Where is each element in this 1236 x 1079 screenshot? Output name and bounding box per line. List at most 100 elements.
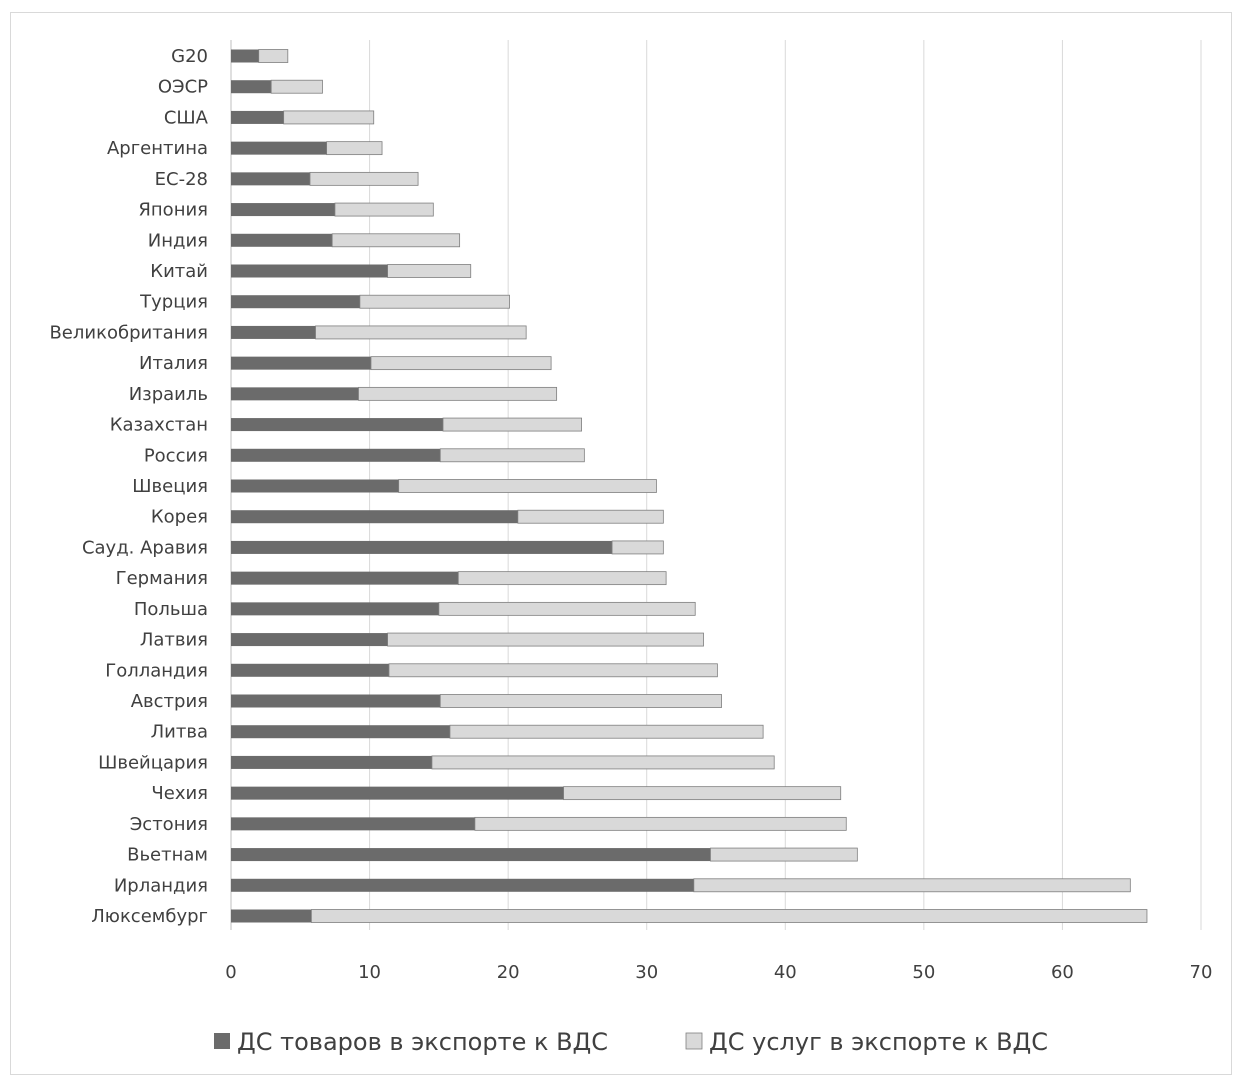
services-bar-10 [370,356,552,371]
x-tick-labels: 0 10 20 30 40 50 60 70 [225,962,1212,983]
goods-bar-8 [231,295,360,309]
category-label: Австрия [131,691,208,712]
x-tick-label: 20 [497,962,520,983]
goods-bar-28 [231,909,312,923]
services-bar-21 [439,694,722,708]
category-label: Великобритания [49,322,208,343]
category-label: Аргентина [107,138,208,159]
services-bar-5 [334,202,434,217]
category-label: ЕС-28 [155,169,208,190]
legend-label-0: ДС товаров в экспорте к ВДС [237,1028,608,1056]
category-label: Индия [148,230,208,251]
legend-swatch-1 [685,1032,703,1050]
goods-bar-10 [231,356,371,370]
services-bar-24 [563,786,842,801]
goods-bar-14 [231,479,399,493]
x-tick-label: 30 [635,962,658,983]
goods-bar-13 [231,448,441,462]
services-bar-8 [359,294,510,309]
services-bar-15 [517,509,664,524]
services-bar-20 [388,663,718,678]
goods-bar-11 [231,387,359,401]
category-label: Латвия [140,630,208,651]
services-bar-3 [326,141,383,156]
goods-bar-9 [231,325,316,339]
category-label: G20 [171,46,208,67]
goods-bar-4 [231,172,310,186]
category-label: Россия [144,445,208,466]
category-label: Япония [138,200,208,221]
goods-bar-3 [231,141,327,155]
services-bar-4 [309,171,419,186]
services-bar-18 [438,601,696,616]
services-bar-0 [258,49,289,63]
services-bar-25 [474,816,847,831]
legend-swatch-0 [214,1033,230,1049]
category-label: США [164,107,209,128]
goods-bar-27 [231,878,694,892]
category-label: Люксембург [91,906,208,927]
category-label: Польша [134,599,208,620]
x-tick-label: 40 [774,962,797,983]
services-bar-12 [442,417,582,432]
services-bar-13 [439,448,585,463]
services-bar-27 [693,878,1131,893]
services-bar-17 [457,571,667,586]
goods-bar-5 [231,203,335,217]
goods-bar-12 [231,418,444,432]
goods-bar-18 [231,602,439,616]
category-label: Швейцария [98,752,208,773]
services-bar-16 [611,540,664,555]
legend-label-1: ДС услуг в экспорте к ВДС [709,1028,1048,1056]
services-bar-11 [358,386,558,401]
category-label: Израиль [129,384,208,405]
x-tick-label: 70 [1190,962,1213,983]
category-label: Сауд. Аравия [82,537,208,558]
goods-bar-17 [231,571,459,585]
services-bar-9 [315,325,527,340]
category-label: Ирландия [114,875,208,896]
category-label: Корея [151,507,208,528]
goods-bar-16 [231,540,613,554]
services-bar-22 [449,724,764,739]
goods-bar-19 [231,633,388,647]
category-label: Вьетнам [127,845,208,866]
services-bar-6 [331,233,461,248]
category-label: Швеция [132,476,208,497]
services-bar-2 [283,110,375,125]
services-bar-1 [270,79,323,94]
goods-bar-25 [231,817,475,831]
services-bar-14 [398,479,657,493]
category-label: Литва [151,722,208,743]
goods-bar-6 [231,233,333,247]
goods-bar-0 [231,49,259,63]
category-label: Эстония [130,814,208,835]
goods-bar-24 [231,786,564,800]
x-tick-label: 60 [1051,962,1074,983]
goods-bar-20 [231,663,389,677]
category-label: Турция [139,292,208,313]
services-bar-23 [431,755,775,770]
goods-bar-22 [231,725,450,739]
goods-bar-2 [231,110,284,124]
category-label: ОЭСР [158,77,208,98]
goods-bar-26 [231,848,711,862]
legend: ДС товаров в экспорте к ВДС ДС услуг в эк… [214,1028,1048,1056]
bars [231,49,1148,923]
goods-bar-21 [231,694,441,708]
category-label: Голландия [105,660,208,681]
services-bar-7 [387,264,472,278]
category-label: Китай [150,261,208,282]
services-bar-28 [310,909,1148,923]
services-bar-19 [387,632,704,647]
category-label: Чехия [151,783,208,804]
x-tick-label: 10 [358,962,381,983]
goods-bar-7 [231,264,388,278]
services-bar-26 [710,847,858,862]
category-labels: G20 ОЭСР США Аргентина ЕС-28 Япония Индия Китай… [49,46,208,927]
category-label: Германия [116,568,208,589]
x-tick-label: 50 [912,962,935,983]
goods-bar-15 [231,510,518,524]
goods-bar-1 [231,80,272,94]
